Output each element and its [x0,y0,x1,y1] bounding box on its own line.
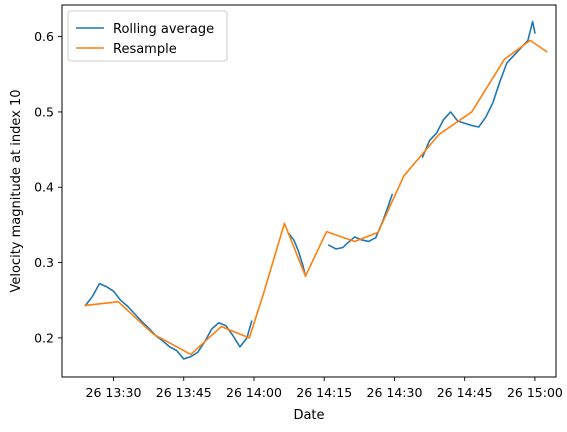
y-tick-label: 0.5 [34,104,54,119]
series-line-resample [84,39,548,356]
legend-label-rolling-average: Rolling average [113,22,214,37]
legend: Rolling average Resample [67,10,228,62]
x-tick-label: 26 13:45 [156,385,212,400]
legend-box [67,10,228,62]
legend-label-resample: Resample [113,42,177,57]
plot-area [62,5,556,377]
series-line-rolling-average-segment-2 [287,232,307,278]
y-axis-label: Velocity magnitude at index 10 [9,89,24,292]
y-tick-label: 0.4 [34,180,54,195]
x-tick-label: 26 13:30 [86,385,142,400]
x-axis-ticks: 26 13:30 26 13:45 26 14:00 26 14:15 26 14:30… [86,377,563,400]
x-axis-label: Date [293,408,324,423]
x-tick-label: 26 14:00 [226,385,282,400]
y-tick-label: 0.3 [34,255,54,270]
x-tick-label: 26 14:45 [437,385,493,400]
y-axis-ticks: 0.2 0.3 0.4 0.5 0.6 [34,29,62,345]
plot-frame [61,4,557,378]
x-tick-label: 26 15:00 [507,385,563,400]
series-line-rolling-average-segment-1 [84,282,253,360]
y-tick-label: 0.6 [34,29,54,44]
series-layer [84,20,548,360]
y-tick-label: 0.2 [34,330,54,345]
x-tick-label: 26 14:15 [296,385,352,400]
x-tick-label: 26 14:30 [367,385,423,400]
